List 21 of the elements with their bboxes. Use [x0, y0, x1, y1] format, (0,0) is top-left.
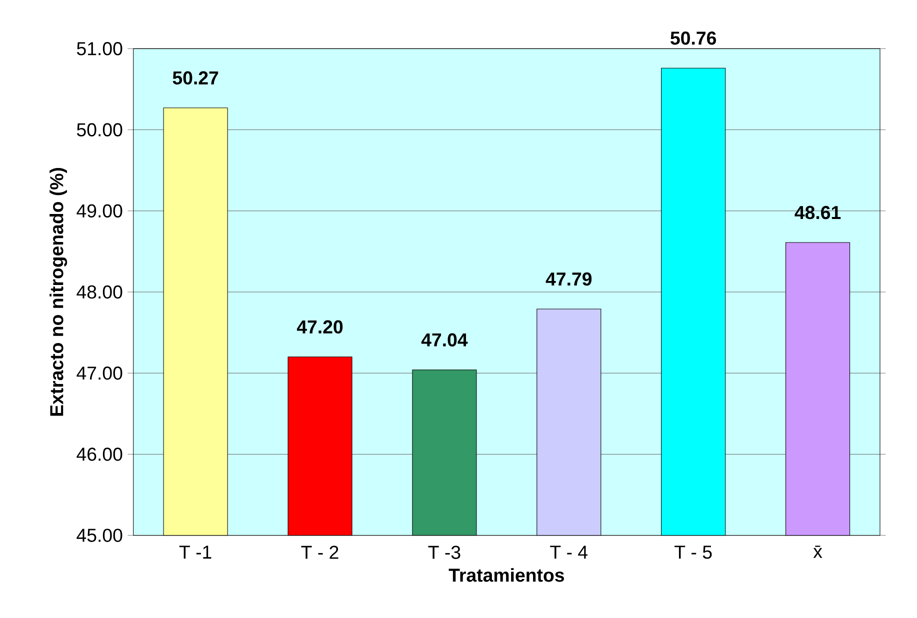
data-label: 48.61: [794, 206, 841, 220]
x-tick-label: T -1: [179, 546, 212, 559]
x-tick-label: x̄: [813, 546, 822, 558]
data-label: 50.76: [670, 32, 716, 45]
x-tick-label: T - 5: [674, 546, 712, 559]
data-label: 50.27: [172, 71, 218, 85]
y-tick-label: 46.00: [76, 448, 122, 461]
x-axis-title: Tratamientos: [448, 568, 564, 582]
y-axis-title: Extracto no nitrogenado (%): [50, 168, 68, 416]
data-label: 47.04: [421, 333, 468, 346]
x-tick-label: T - 4: [550, 546, 588, 559]
data-label: 47.20: [296, 320, 343, 334]
y-tick-label: 47.00: [76, 366, 122, 380]
data-label: 47.79: [546, 272, 592, 286]
x-tick-label: T - 2: [301, 546, 338, 559]
y-tick-label: 51.00: [76, 42, 122, 56]
y-tick-label: 49.00: [76, 204, 122, 218]
y-tick-label: 45.00: [76, 528, 122, 542]
y-tick-label: 50.00: [76, 123, 122, 136]
y-tick-label: 48.00: [76, 285, 122, 299]
x-tick-label: T -3: [428, 546, 460, 559]
